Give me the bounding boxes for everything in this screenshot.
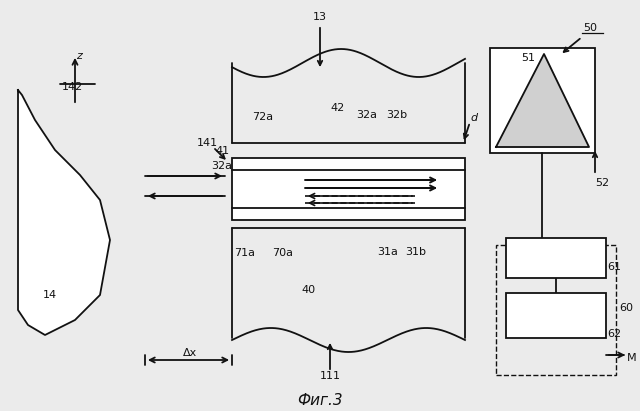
Text: 13: 13 [313,12,327,22]
Text: 72a: 72a [252,112,273,122]
Text: 31a: 31a [378,247,399,257]
Text: 14: 14 [43,290,57,300]
Text: Δx: Δx [183,348,197,358]
Bar [232,158,465,220]
Text: 60: 60 [619,303,633,313]
Bar [496,245,616,375]
Text: 41: 41 [215,146,229,156]
Text: Фиг.3: Фиг.3 [297,393,343,407]
Text: 70a: 70a [273,248,294,258]
Text: d: d [470,113,477,123]
Text: 142: 142 [62,82,83,92]
Text: 32a: 32a [356,110,378,120]
Text: 32a: 32a [211,161,232,171]
Bar [506,238,606,278]
Text: 71a: 71a [234,248,255,258]
Text: 61: 61 [607,262,621,272]
Text: 42: 42 [331,103,345,113]
Text: 40: 40 [301,285,315,295]
Text: 51: 51 [521,53,535,63]
Polygon shape [18,90,110,335]
Text: 31b: 31b [406,247,426,257]
Text: M: M [627,353,637,363]
Text: 141: 141 [196,138,218,148]
Text: 62: 62 [607,329,621,339]
Text: 111: 111 [319,371,340,381]
Bar [506,293,606,338]
Text: 50: 50 [583,23,597,33]
Text: 52: 52 [595,178,609,188]
Bar [490,48,595,153]
Polygon shape [496,54,589,147]
Text: z: z [76,51,82,61]
Text: 32b: 32b [387,110,408,120]
